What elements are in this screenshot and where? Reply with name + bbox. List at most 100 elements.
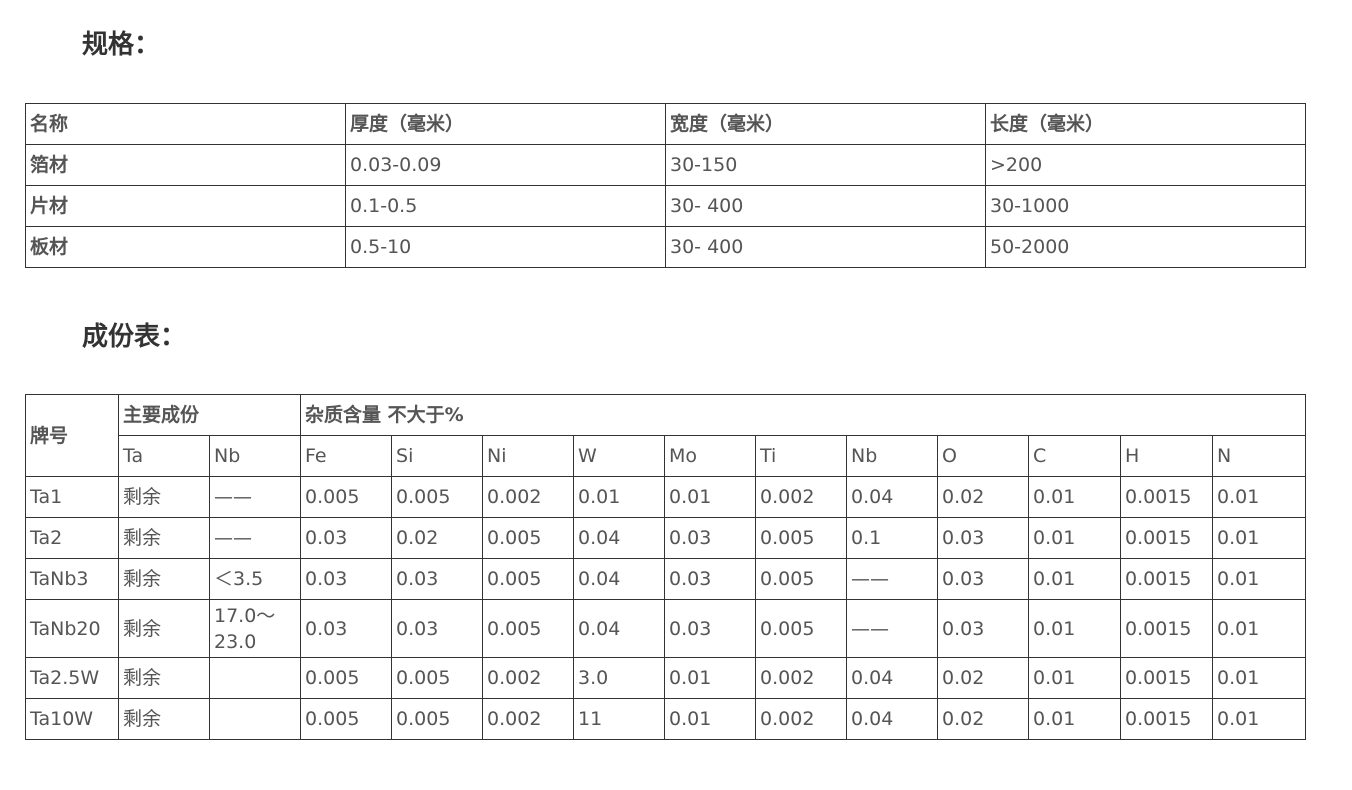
- table-cell: 0.005: [391, 657, 484, 699]
- element-header: Ti: [755, 435, 848, 477]
- table-cell: [208, 698, 302, 740]
- table-cell: ＜3.5: [208, 558, 302, 600]
- table-cell: 0.01: [573, 476, 666, 518]
- table-row: TaNb3 剩余 ＜3.5 0.03 0.03 0.005 0.04 0.03 0.005 —— 0…: [25, 558, 1307, 600]
- table-cell: 0.002: [755, 657, 848, 699]
- table-cell: >200: [985, 144, 1306, 186]
- table-cell: 0.005: [755, 558, 848, 600]
- table-cell: 30-1000: [985, 185, 1306, 227]
- column-header: 宽度（毫米）: [665, 103, 986, 145]
- grade-cell: Ta10W: [25, 698, 119, 740]
- table-cell: 剩余: [118, 599, 210, 658]
- table-cell: 0.03: [664, 517, 757, 559]
- row-label: 片材: [25, 185, 346, 227]
- table-cell: 剩余: [118, 657, 210, 699]
- table-cell: 0.03-0.09: [345, 144, 666, 186]
- table-cell: 0.04: [846, 476, 939, 518]
- table-cell: 剩余: [118, 517, 210, 559]
- impurity-header: 杂质含量 不大于%: [300, 394, 1307, 436]
- table-cell: 0.002: [755, 476, 848, 518]
- table-cell: 0.02: [937, 476, 1030, 518]
- column-header: 名称: [25, 103, 346, 145]
- table-cell: 0.01: [1028, 657, 1122, 699]
- table-cell: 0.01: [1212, 657, 1307, 699]
- table-cell: ——: [846, 558, 939, 600]
- element-header: Mo: [664, 435, 757, 477]
- element-header: O: [937, 435, 1030, 477]
- table-row: Ta2 剩余 —— 0.03 0.02 0.005 0.04 0.03 0.005 0.1 0.03…: [25, 517, 1307, 559]
- table-cell: 0.02: [937, 698, 1030, 740]
- table-cell: 0.01: [1212, 599, 1307, 658]
- row-label: 箔材: [25, 144, 346, 186]
- table-cell: 0.02: [937, 657, 1030, 699]
- table-cell: 0.1-0.5: [345, 185, 666, 227]
- main-component-header: 主要成份: [117, 394, 302, 436]
- table-cell: 0.04: [846, 657, 939, 699]
- composition-table: 牌号 主要成份 杂质含量 不大于% Ta Nb Fe Si Ni W Mo Ti Nb O C H N …: [25, 394, 1307, 740]
- element-header: Nb: [208, 435, 302, 477]
- table-row: Ta10W 剩余 0.005 0.005 0.002 11 0.01 0.002 0.04 0.0…: [25, 698, 1307, 740]
- grade-cell: Ta2.5W: [25, 657, 119, 699]
- composition-subheader-row: Ta Nb Fe Si Ni W Mo Ti Nb O C H N: [26, 435, 1307, 477]
- table-cell: 0.03: [937, 517, 1030, 559]
- table-cell: 0.005: [300, 698, 393, 740]
- spec-heading: 规格：: [82, 30, 161, 60]
- grade-cell: Ta2: [25, 517, 119, 559]
- table-cell: 0.005: [300, 657, 393, 699]
- table-cell: 30- 400: [665, 226, 986, 268]
- table-cell: 11: [573, 698, 666, 740]
- table-cell: 剩余: [118, 476, 210, 518]
- table-cell: 0.03: [937, 599, 1030, 658]
- column-header: 厚度（毫米）: [345, 103, 666, 145]
- table-cell: 0.01: [1028, 558, 1122, 600]
- table-cell: 0.01: [1212, 698, 1307, 740]
- column-header: 长度（毫米）: [985, 103, 1306, 145]
- table-cell: 0.0015: [1120, 657, 1214, 699]
- table-cell: 0.03: [664, 558, 757, 600]
- table-cell: 0.005: [482, 517, 575, 559]
- table-cell: 0.04: [846, 698, 939, 740]
- table-cell: 0.002: [482, 657, 575, 699]
- table-row: Ta1 剩余 —— 0.005 0.005 0.002 0.01 0.01 0.002 0.04 0…: [25, 476, 1307, 518]
- table-cell: 0.01: [1028, 476, 1122, 518]
- table-cell: [208, 657, 302, 699]
- table-cell: 0.005: [391, 698, 484, 740]
- table-cell: ——: [208, 517, 302, 559]
- table-cell: 0.03: [300, 599, 393, 658]
- grade-cell: Ta1: [25, 476, 119, 518]
- grade-cell: TaNb3: [25, 558, 119, 600]
- spec-table: 名称 厚度（毫米） 宽度（毫米） 长度（毫米） 箔材 0.03-0.09 30-150 >20…: [25, 103, 1306, 268]
- grade-header: 牌号: [25, 394, 119, 477]
- table-cell: 0.1: [846, 517, 939, 559]
- composition-header-row: 牌号 主要成份 杂质含量 不大于%: [25, 394, 1307, 477]
- element-header: Fe: [300, 435, 393, 477]
- composition-heading: 成份表：: [82, 322, 187, 352]
- table-cell: 0.03: [300, 517, 393, 559]
- table-cell: 0.0015: [1120, 476, 1214, 518]
- table-cell: 0.03: [664, 599, 757, 658]
- table-cell: 0.04: [573, 599, 666, 658]
- element-header: W: [573, 435, 666, 477]
- table-cell: 0.01: [1028, 517, 1122, 559]
- element-header: Ta: [118, 435, 210, 477]
- table-cell: 0.04: [573, 517, 666, 559]
- table-cell: 3.0: [573, 657, 666, 699]
- table-cell: 0.002: [482, 698, 575, 740]
- table-cell: 0.03: [391, 558, 484, 600]
- row-label: 板材: [25, 226, 346, 268]
- table-cell: 0.005: [391, 476, 484, 518]
- table-cell: 0.01: [1028, 698, 1122, 740]
- table-cell: 0.01: [1028, 599, 1122, 658]
- table-cell: 0.0015: [1120, 558, 1214, 600]
- element-header: Ni: [482, 435, 575, 477]
- table-cell: 0.0015: [1120, 698, 1214, 740]
- table-cell: ——: [208, 476, 302, 518]
- table-cell: 0.04: [573, 558, 666, 600]
- table-cell: 30-150: [665, 144, 986, 186]
- element-header: H: [1120, 435, 1214, 477]
- table-cell: 50-2000: [985, 226, 1306, 268]
- table-row: TaNb20 剩余 17.0～23.0 0.03 0.03 0.005 0.04 0.03 0.…: [25, 599, 1307, 658]
- table-cell: 0.02: [391, 517, 484, 559]
- table-row: Ta2.5W 剩余 0.005 0.005 0.002 3.0 0.01 0.002 0.04 0…: [25, 657, 1307, 699]
- table-row: 片材 0.1-0.5 30- 400 30-1000: [25, 185, 1306, 227]
